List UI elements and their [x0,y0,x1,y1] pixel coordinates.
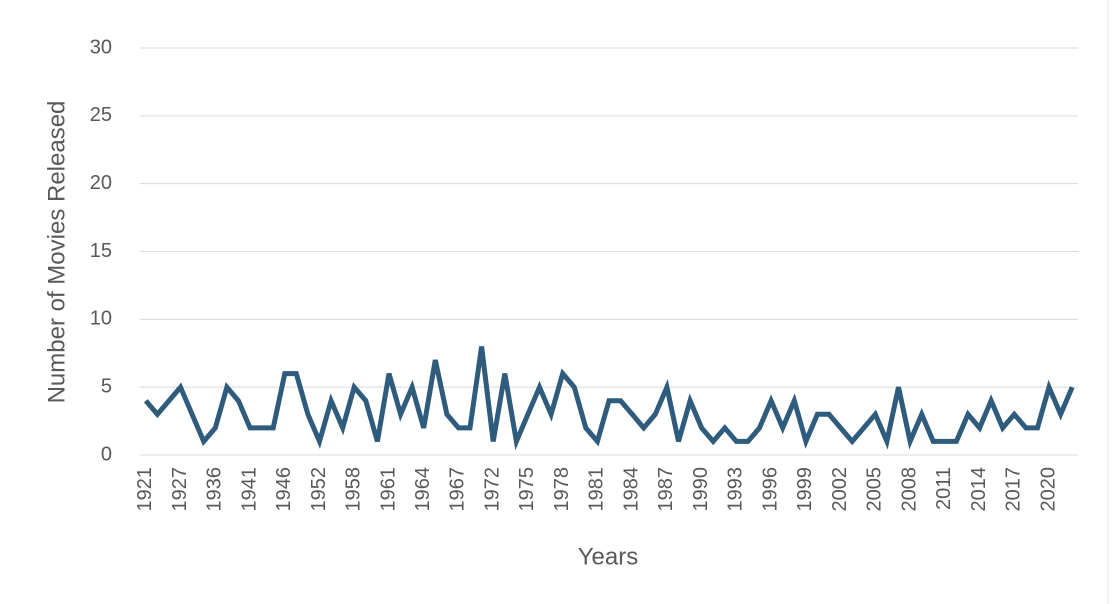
x-tick-label: 1978 [551,467,573,512]
x-tick-label: 1972 [481,467,503,512]
x-tick-label: 1996 [759,467,781,512]
data-line [143,346,1075,451]
y-tick-label: 25 [90,104,112,126]
x-tick-label: 2005 [864,467,886,512]
x-tick-label: 1936 [204,467,226,512]
x-tick-label: 2014 [968,467,990,512]
x-tick-label: 1964 [412,467,434,512]
x-tick-label: 1941 [238,467,260,512]
x-tick-label: 1952 [308,467,330,512]
x-tick-label: 2002 [829,467,851,512]
y-tick-label: 5 [101,375,112,397]
x-tick-label: 1981 [586,467,608,512]
y-tick-label: 0 [101,443,112,465]
x-tick-label: 2011 [933,467,955,510]
x-tick-label: 1987 [655,467,677,512]
x-tick-label: 1921 [134,467,156,512]
x-tick-label: 1961 [377,467,399,512]
x-tick-label: 1993 [725,467,747,512]
x-tick-label: 1975 [516,467,538,512]
x-tick-label: 1958 [343,467,365,512]
x-tick-label: 1967 [447,467,469,512]
x-axis-title: Years [578,543,639,570]
x-tick-label: 1990 [690,467,712,512]
y-tick-label: 10 [90,308,112,330]
x-tick-label: 1999 [794,467,816,512]
y-tick-label: 30 [90,36,112,58]
y-axis-title: Number of Movies Released [43,101,70,404]
y-tick-label: 15 [90,240,112,262]
x-tick-label: 2020 [1037,467,1059,512]
x-tick-label: 1927 [169,467,191,512]
x-tick-label: 2017 [1003,467,1025,512]
x-tick-label: 1946 [273,467,295,512]
y-tick-label: 20 [90,172,112,194]
x-tick-label: 1984 [620,467,642,512]
x-tick-label: 2008 [898,467,920,512]
